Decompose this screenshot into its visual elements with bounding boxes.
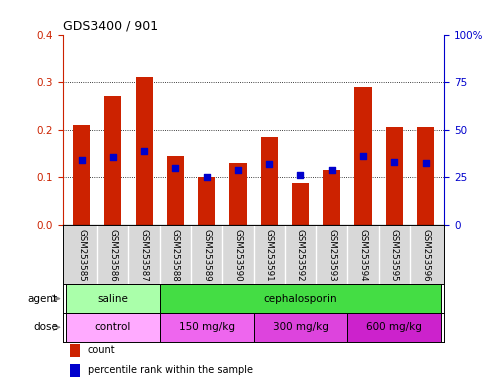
Bar <box>198 177 215 225</box>
Bar <box>167 156 184 225</box>
Text: percentile rank within the sample: percentile rank within the sample <box>87 365 253 376</box>
Bar <box>66 313 160 342</box>
Point <box>203 174 211 180</box>
Text: GSM253585: GSM253585 <box>77 229 86 282</box>
Point <box>78 157 85 164</box>
Text: saline: saline <box>98 293 128 304</box>
Bar <box>73 125 90 225</box>
Text: count: count <box>87 345 115 356</box>
Text: 300 mg/kg: 300 mg/kg <box>272 322 328 333</box>
Bar <box>66 284 160 313</box>
Text: GSM253591: GSM253591 <box>265 229 274 282</box>
Bar <box>229 163 246 225</box>
Point <box>297 172 304 178</box>
Text: GSM253594: GSM253594 <box>358 229 368 282</box>
Point <box>140 148 148 154</box>
Bar <box>160 284 441 313</box>
Text: dose: dose <box>33 322 58 333</box>
Point <box>171 165 179 171</box>
Bar <box>323 170 341 225</box>
Text: GSM253596: GSM253596 <box>421 229 430 282</box>
Bar <box>292 183 309 225</box>
Text: GSM253589: GSM253589 <box>202 229 211 282</box>
Text: 150 mg/kg: 150 mg/kg <box>179 322 235 333</box>
Text: GSM253592: GSM253592 <box>296 229 305 282</box>
Bar <box>71 344 80 357</box>
Text: GSM253590: GSM253590 <box>233 229 242 282</box>
Text: agent: agent <box>28 293 58 304</box>
Bar <box>261 137 278 225</box>
Text: GDS3400 / 901: GDS3400 / 901 <box>63 20 158 33</box>
Point <box>109 154 117 160</box>
Bar <box>136 77 153 225</box>
Text: cephalosporin: cephalosporin <box>264 293 337 304</box>
Text: GSM253595: GSM253595 <box>390 229 399 282</box>
Bar <box>254 313 347 342</box>
Point <box>328 167 336 173</box>
Bar <box>160 313 254 342</box>
Bar <box>386 127 403 225</box>
Text: GSM253587: GSM253587 <box>140 229 149 282</box>
Point <box>390 159 398 165</box>
Bar <box>347 313 441 342</box>
Text: control: control <box>95 322 131 333</box>
Bar <box>417 127 434 225</box>
Text: GSM253586: GSM253586 <box>108 229 117 282</box>
Text: 600 mg/kg: 600 mg/kg <box>367 322 422 333</box>
Bar <box>355 87 371 225</box>
Point <box>422 160 429 166</box>
Bar <box>71 364 80 377</box>
Text: GSM253588: GSM253588 <box>171 229 180 282</box>
Bar <box>104 96 121 225</box>
Point <box>359 153 367 159</box>
Point <box>265 161 273 167</box>
Point <box>234 167 242 173</box>
Text: GSM253593: GSM253593 <box>327 229 336 282</box>
